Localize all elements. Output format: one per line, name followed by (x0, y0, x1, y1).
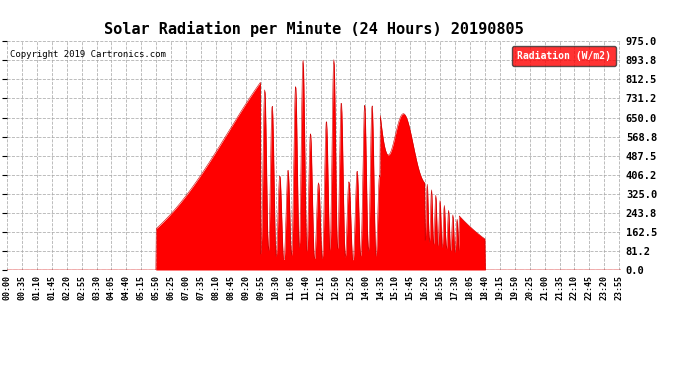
Legend: Radiation (W/m2): Radiation (W/m2) (513, 46, 616, 66)
Title: Solar Radiation per Minute (24 Hours) 20190805: Solar Radiation per Minute (24 Hours) 20… (104, 21, 524, 37)
Text: Copyright 2019 Cartronics.com: Copyright 2019 Cartronics.com (10, 50, 166, 59)
